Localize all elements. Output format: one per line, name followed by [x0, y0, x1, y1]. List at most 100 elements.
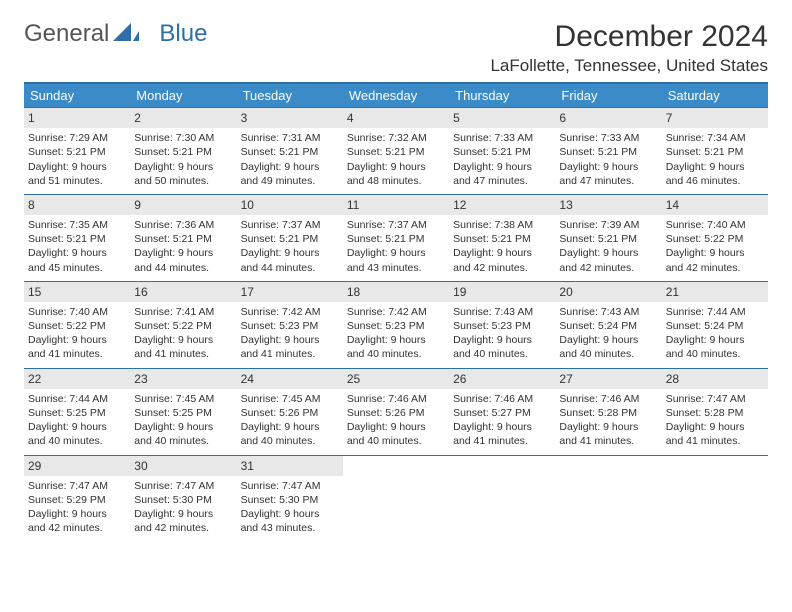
day-cell: 31Sunrise: 7:47 AMSunset: 5:30 PMDayligh…	[237, 456, 343, 542]
logo-sail-icon	[113, 20, 139, 48]
dow-thursday: Thursday	[449, 84, 555, 107]
dow-monday: Monday	[130, 84, 236, 107]
daylight-line: Daylight: 9 hours and 46 minutes.	[666, 160, 764, 188]
day-cell: 26Sunrise: 7:46 AMSunset: 5:27 PMDayligh…	[449, 369, 555, 455]
day-number: 1	[24, 108, 130, 128]
day-cell: 11Sunrise: 7:37 AMSunset: 5:21 PMDayligh…	[343, 195, 449, 281]
day-cell: 27Sunrise: 7:46 AMSunset: 5:28 PMDayligh…	[555, 369, 661, 455]
daylight-line: Daylight: 9 hours and 48 minutes.	[347, 160, 445, 188]
logo-text-2: Blue	[159, 20, 207, 48]
sunset-line: Sunset: 5:25 PM	[28, 406, 126, 420]
sunrise-line: Sunrise: 7:30 AM	[134, 131, 232, 145]
day-cell: .	[449, 456, 555, 542]
day-number: 12	[449, 195, 555, 215]
sunrise-line: Sunrise: 7:34 AM	[666, 131, 764, 145]
day-number: 18	[343, 282, 449, 302]
daylight-line: Daylight: 9 hours and 40 minutes.	[28, 420, 126, 448]
day-number: 27	[555, 369, 661, 389]
dow-saturday: Saturday	[662, 84, 768, 107]
sunrise-line: Sunrise: 7:47 AM	[241, 479, 339, 493]
day-cell: 20Sunrise: 7:43 AMSunset: 5:24 PMDayligh…	[555, 282, 661, 368]
day-number: 2	[130, 108, 236, 128]
day-number: 17	[237, 282, 343, 302]
day-cell: 19 Sunrise: 7:43 AMSunset: 5:23 PMDayligh…	[449, 282, 555, 368]
header: General Blue December 2024 LaFollette, T…	[24, 20, 768, 76]
sunset-line: Sunset: 5:24 PM	[559, 319, 657, 333]
day-number: 13	[555, 195, 661, 215]
day-number: 26	[449, 369, 555, 389]
day-cell: 8Sunrise: 7:35 AMSunset: 5:21 PMDaylight…	[24, 195, 130, 281]
day-number: 15	[24, 282, 130, 302]
day-number: 14	[662, 195, 768, 215]
day-cell: 23Sunrise: 7:45 AMSunset: 5:25 PMDayligh…	[130, 369, 236, 455]
logo: General Blue	[24, 20, 207, 48]
sunset-line: Sunset: 5:21 PM	[559, 232, 657, 246]
day-number: 11	[343, 195, 449, 215]
month-title: December 2024	[490, 20, 768, 54]
sunrise-line: Sunrise: 7:47 AM	[666, 392, 764, 406]
day-number: 20	[555, 282, 661, 302]
daylight-line: Daylight: 9 hours and 40 minutes.	[453, 333, 551, 361]
logo-text-1: General	[24, 20, 109, 48]
sunrise-line: Sunrise: 7:44 AM	[666, 305, 764, 319]
daylight-line: Daylight: 9 hours and 40 minutes.	[347, 420, 445, 448]
sunrise-line: Sunrise: 7:41 AM	[134, 305, 232, 319]
daylight-line: Daylight: 9 hours and 42 minutes.	[666, 246, 764, 274]
sunrise-line: Sunrise: 7:33 AM	[453, 131, 551, 145]
day-cell: 21Sunrise: 7:44 AMSunset: 5:24 PMDayligh…	[662, 282, 768, 368]
sunrise-line: Sunrise: 7:45 AM	[241, 392, 339, 406]
sunset-line: Sunset: 5:23 PM	[453, 319, 551, 333]
daylight-line: Daylight: 9 hours and 40 minutes.	[134, 420, 232, 448]
day-number: 7	[662, 108, 768, 128]
daylight-line: Daylight: 9 hours and 44 minutes.	[134, 246, 232, 274]
sunset-line: Sunset: 5:30 PM	[134, 493, 232, 507]
sunrise-line: Sunrise: 7:43 AM	[453, 305, 551, 319]
daylight-line: Daylight: 9 hours and 47 minutes.	[559, 160, 657, 188]
daylight-line: Daylight: 9 hours and 40 minutes.	[241, 420, 339, 448]
week-row: 22Sunrise: 7:44 AMSunset: 5:25 PMDayligh…	[24, 368, 768, 455]
day-number: 21	[662, 282, 768, 302]
sunset-line: Sunset: 5:23 PM	[347, 319, 445, 333]
sunset-line: Sunset: 5:21 PM	[453, 232, 551, 246]
sunrise-line: Sunrise: 7:37 AM	[241, 218, 339, 232]
day-cell: .	[343, 456, 449, 542]
sunset-line: Sunset: 5:22 PM	[666, 232, 764, 246]
day-cell: 28Sunrise: 7:47 AMSunset: 5:28 PMDayligh…	[662, 369, 768, 455]
day-cell: 30Sunrise: 7:47 AMSunset: 5:30 PMDayligh…	[130, 456, 236, 542]
sunset-line: Sunset: 5:21 PM	[241, 232, 339, 246]
dow-sunday: Sunday	[24, 84, 130, 107]
sunset-line: Sunset: 5:21 PM	[453, 145, 551, 159]
day-number: 30	[130, 456, 236, 476]
sunrise-line: Sunrise: 7:42 AM	[241, 305, 339, 319]
sunset-line: Sunset: 5:25 PM	[134, 406, 232, 420]
day-cell: 7Sunrise: 7:34 AMSunset: 5:21 PMDaylight…	[662, 108, 768, 194]
day-cell: 10Sunrise: 7:37 AMSunset: 5:21 PMDayligh…	[237, 195, 343, 281]
sunrise-line: Sunrise: 7:45 AM	[134, 392, 232, 406]
sunrise-line: Sunrise: 7:36 AM	[134, 218, 232, 232]
day-cell: 24Sunrise: 7:45 AMSunset: 5:26 PMDayligh…	[237, 369, 343, 455]
sunset-line: Sunset: 5:21 PM	[28, 232, 126, 246]
day-number: 28	[662, 369, 768, 389]
daylight-line: Daylight: 9 hours and 47 minutes.	[453, 160, 551, 188]
daylight-line: Daylight: 9 hours and 45 minutes.	[28, 246, 126, 274]
dow-friday: Friday	[555, 84, 661, 107]
sunrise-line: Sunrise: 7:44 AM	[28, 392, 126, 406]
day-number: 19	[449, 282, 555, 302]
sunrise-line: Sunrise: 7:47 AM	[28, 479, 126, 493]
day-number: 16	[130, 282, 236, 302]
day-cell: 25Sunrise: 7:46 AMSunset: 5:26 PMDayligh…	[343, 369, 449, 455]
daylight-line: Daylight: 9 hours and 42 minutes.	[453, 246, 551, 274]
sunrise-line: Sunrise: 7:29 AM	[28, 131, 126, 145]
daylight-line: Daylight: 9 hours and 51 minutes.	[28, 160, 126, 188]
day-number: 29	[24, 456, 130, 476]
day-cell: 13Sunrise: 7:39 AMSunset: 5:21 PMDayligh…	[555, 195, 661, 281]
sunrise-line: Sunrise: 7:46 AM	[347, 392, 445, 406]
day-number: 6	[555, 108, 661, 128]
sunrise-line: Sunrise: 7:33 AM	[559, 131, 657, 145]
day-cell: 14Sunrise: 7:40 AMSunset: 5:22 PMDayligh…	[662, 195, 768, 281]
daylight-line: Daylight: 9 hours and 42 minutes.	[559, 246, 657, 274]
day-cell: 9Sunrise: 7:36 AMSunset: 5:21 PMDaylight…	[130, 195, 236, 281]
day-cell: 3Sunrise: 7:31 AMSunset: 5:21 PMDaylight…	[237, 108, 343, 194]
sunrise-line: Sunrise: 7:32 AM	[347, 131, 445, 145]
day-cell: 1Sunrise: 7:29 AMSunset: 5:21 PMDaylight…	[24, 108, 130, 194]
